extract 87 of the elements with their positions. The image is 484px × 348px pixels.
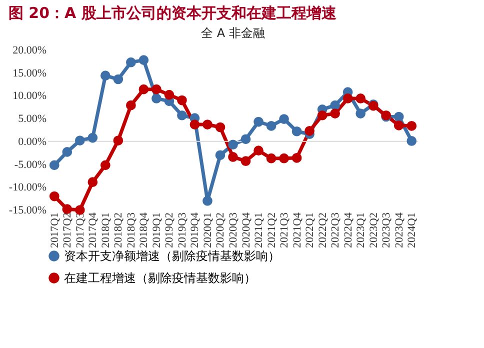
y-tick-label: 10.00% [12, 90, 46, 102]
point [279, 114, 289, 124]
point [202, 196, 212, 206]
legend-label: 资本开支净额增速（剔除疫情基数影响） [64, 249, 280, 263]
point [317, 110, 328, 120]
x-tick-label: 2020Q3 [228, 212, 240, 248]
x-tick-label: 2018Q2 [112, 212, 125, 248]
point [394, 120, 404, 130]
x-tick-label: 2018Q4 [138, 212, 150, 248]
x-tick-label: 2019Q4 [189, 212, 202, 248]
point [254, 116, 264, 127]
point [202, 120, 212, 130]
point [126, 100, 136, 110]
point [138, 84, 149, 94]
point [342, 94, 353, 104]
point [126, 57, 136, 68]
point [406, 136, 417, 146]
point [100, 70, 110, 81]
point [138, 55, 149, 65]
point [292, 126, 302, 136]
x-tick-label: 2024Q1 [406, 212, 418, 248]
x-tick-label: 2023Q4 [393, 212, 406, 248]
point [113, 74, 124, 84]
point [113, 136, 124, 146]
point [266, 153, 276, 164]
x-tick-label: 2017Q1 [48, 212, 61, 248]
point [228, 152, 238, 162]
point [49, 160, 60, 170]
point [356, 94, 366, 104]
point [406, 120, 417, 131]
point [292, 152, 302, 163]
point [190, 120, 200, 130]
x-tick-label: 2019Q3 [176, 212, 188, 248]
y-tick-label: 5.00% [18, 113, 46, 126]
point [215, 122, 226, 132]
point [356, 108, 366, 118]
point [394, 112, 404, 122]
point [100, 160, 110, 170]
y-tick-label: -15.00% [8, 204, 46, 216]
chart-subtitle: 全 A 非金融 [201, 26, 265, 40]
point [304, 126, 314, 136]
x-tick-label: 2020Q1 [202, 212, 214, 248]
x-tick-label: 2021Q3 [278, 212, 291, 248]
x-tick-label: 2020Q2 [214, 212, 227, 248]
point [228, 140, 238, 150]
point [74, 136, 85, 146]
point [88, 177, 98, 188]
point [88, 132, 98, 143]
y-tick-label: -10.00% [8, 182, 46, 194]
x-tick-label: 2018Q1 [100, 212, 112, 248]
x-tick-label: 2021Q1 [253, 212, 266, 248]
point [240, 156, 251, 166]
y-tick-label: 20.00% [12, 44, 46, 56]
x-tick-label: 2020Q4 [240, 212, 252, 248]
x-tick-label: 2018Q3 [125, 212, 138, 248]
x-tick-label: 2021Q4 [291, 212, 304, 248]
point [330, 100, 340, 110]
point [177, 110, 187, 120]
y-tick-label: 15.00% [12, 67, 46, 80]
point [177, 95, 187, 106]
point [330, 108, 340, 118]
point [240, 134, 251, 144]
point [215, 150, 226, 160]
x-tick-label: 2019Q2 [164, 212, 176, 248]
x-tick-label: 2019Q1 [150, 212, 163, 248]
point [62, 147, 72, 157]
point [152, 94, 162, 104]
point [266, 120, 276, 131]
x-tick-label: 2023Q1 [355, 212, 368, 248]
x-tick-label: 2023Q2 [368, 212, 380, 248]
point [152, 84, 162, 94]
y-tick-label: -5.00% [14, 158, 46, 171]
point [254, 146, 264, 156]
x-tick-label: 2021Q2 [266, 212, 278, 248]
x-tick-label: 2017Q4 [87, 212, 100, 248]
x-tick-label: 2022Q4 [342, 212, 354, 248]
x-tick-label: 2017Q2 [62, 212, 74, 248]
x-tick-label: 2022Q3 [330, 212, 342, 248]
x-tick-label: 2022Q1 [304, 212, 316, 248]
legend-label: 在建工程增速（剔除疫情基数影响） [64, 271, 256, 285]
y-tick-label: 0.00% [18, 136, 46, 148]
point [49, 191, 60, 202]
x-tick-label: 2022Q2 [316, 212, 329, 248]
x-tick-label: 2023Q3 [380, 212, 393, 248]
point [164, 90, 174, 100]
point [279, 153, 289, 164]
chart-title: 图 20：A 股上市公司的资本开支和在建工程增速 [8, 4, 338, 22]
